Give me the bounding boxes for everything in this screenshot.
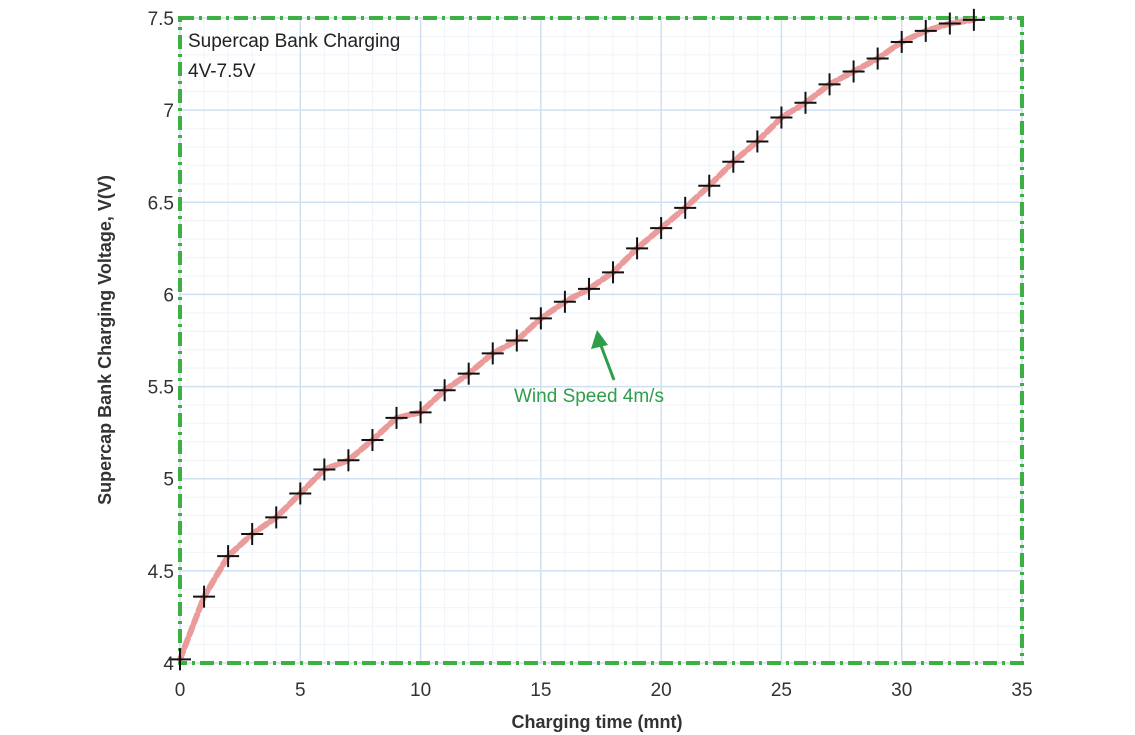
data-point — [866, 47, 889, 70]
x-tick-label: 25 — [771, 680, 792, 701]
data-point — [385, 406, 408, 429]
data-point — [241, 523, 264, 545]
ticks: 0 5 10 15 20 25 30 35 4 4.5 5 5.5 6 6.5 7 7.5 — [148, 9, 1033, 701]
data-point — [457, 362, 480, 385]
data-point — [818, 73, 841, 96]
x-tick-label: 5 — [295, 680, 306, 701]
x-tick-label: 20 — [651, 680, 672, 701]
frame-border — [178, 16, 1024, 665]
annotation-arrow — [591, 330, 616, 381]
data-point — [577, 277, 600, 300]
data-point — [722, 150, 745, 173]
data-point — [361, 429, 384, 452]
legend-box-line-1: Supercap Bank Charging — [188, 31, 400, 52]
data-point — [265, 506, 288, 529]
data-point — [169, 648, 191, 671]
data-point — [337, 449, 360, 472]
data-point — [553, 290, 576, 313]
data-point — [770, 106, 793, 129]
annotation-label: Wind Speed 4m/s — [514, 386, 664, 407]
data-point — [529, 307, 552, 330]
data-point — [313, 458, 336, 481]
data-point — [914, 19, 937, 42]
y-tick-label: 7.5 — [148, 9, 174, 30]
data-point — [193, 585, 216, 608]
legend-box-line-2: 4V-7.5V — [188, 61, 256, 82]
x-tick-label: 10 — [410, 680, 431, 701]
curve-layer — [177, 16, 977, 663]
data-point — [842, 60, 865, 83]
grid — [179, 17, 1023, 664]
data-point — [289, 482, 312, 505]
data-point — [481, 342, 504, 365]
y-tick-label: 4 — [163, 654, 174, 675]
data-point — [746, 130, 769, 153]
data-point — [505, 329, 528, 352]
y-tick-label: 4.5 — [148, 562, 174, 583]
data-point — [626, 237, 649, 260]
y-tick-label: 5 — [163, 470, 174, 491]
x-tick-label: 30 — [891, 680, 912, 701]
data-point — [794, 91, 817, 114]
marks — [169, 8, 985, 671]
data-point — [890, 30, 913, 53]
y-tick-label: 6.5 — [148, 193, 174, 214]
y-axis-label: Supercap Bank Charging Voltage, V(V) — [95, 175, 115, 505]
data-point — [433, 379, 456, 402]
data-point — [698, 174, 721, 197]
data-point — [217, 545, 240, 568]
data-point — [962, 8, 985, 31]
data-point — [409, 401, 432, 424]
series-line — [177, 16, 977, 663]
y-tick-label: 6 — [163, 285, 174, 306]
y-tick-label: 5.5 — [148, 378, 174, 399]
x-tick-label: 0 — [175, 680, 186, 701]
y-tick-label: 7 — [163, 101, 174, 122]
data-point — [938, 12, 961, 35]
x-axis-label: Charging time (mnt) — [512, 712, 683, 732]
x-tick-label: 35 — [1011, 680, 1032, 701]
data-point — [602, 261, 625, 284]
data-point — [674, 196, 697, 219]
x-tick-label: 15 — [530, 680, 551, 701]
data-point — [650, 217, 673, 240]
